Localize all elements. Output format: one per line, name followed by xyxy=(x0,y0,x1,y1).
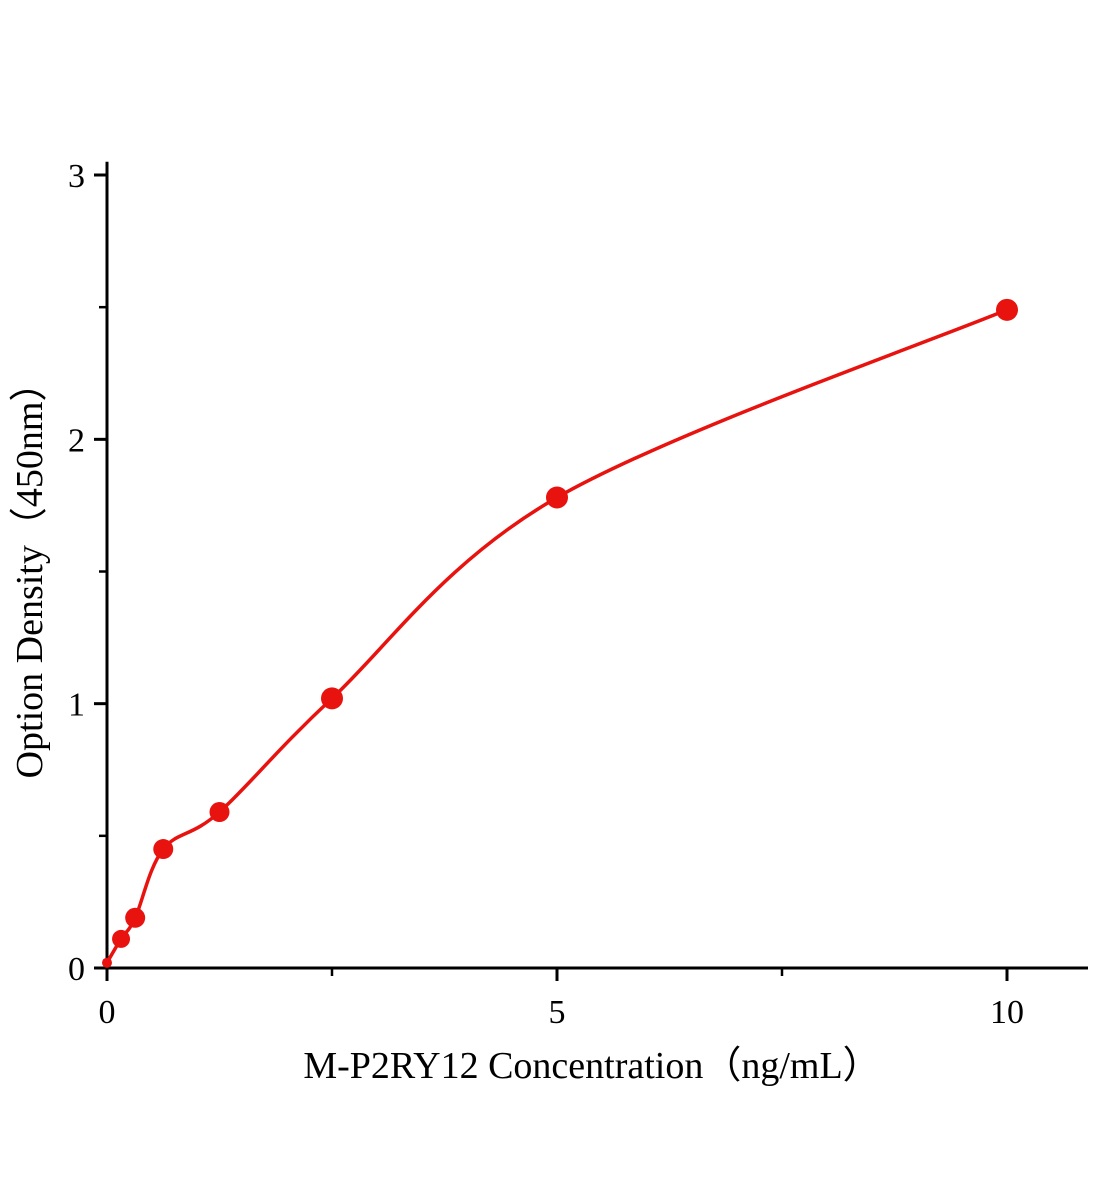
plot-area: 0 5 10 0 1 2 3 xyxy=(68,158,1088,1031)
y-tick-label: 2 xyxy=(68,422,85,459)
data-point xyxy=(996,298,1018,321)
data-point xyxy=(546,486,568,509)
x-tick-label: 10 xyxy=(990,994,1024,1031)
y-tick-label: 3 xyxy=(68,158,85,195)
x-tick-label: 0 xyxy=(99,994,116,1031)
x-tick-label: 5 xyxy=(549,994,566,1031)
data-point xyxy=(153,839,174,860)
y-tick-label: 0 xyxy=(68,951,85,988)
data-point xyxy=(102,957,112,968)
data-point xyxy=(112,929,131,948)
fit-curve xyxy=(105,308,1009,965)
y-tick-label: 1 xyxy=(68,687,85,724)
y-axis-title: Option Density（450nm） xyxy=(9,364,51,779)
data-point xyxy=(321,687,343,710)
x-axis-title: M-P2RY12 Concentration（ng/mL） xyxy=(303,1045,880,1087)
data-point xyxy=(125,907,146,928)
data-point xyxy=(209,802,230,823)
